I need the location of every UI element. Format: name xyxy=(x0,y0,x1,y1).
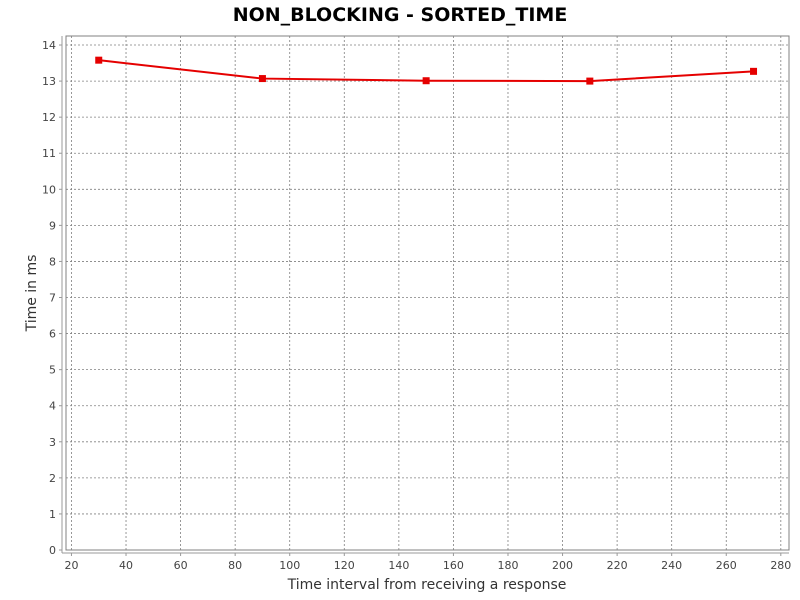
y-tick-label: 14 xyxy=(42,39,56,52)
x-tick-label: 180 xyxy=(497,559,518,572)
x-tick-label: 260 xyxy=(716,559,737,572)
y-tick-label: 9 xyxy=(49,219,56,232)
x-tick-label: 160 xyxy=(443,559,464,572)
y-tick-label: 3 xyxy=(49,436,56,449)
y-tick-label: 10 xyxy=(42,183,56,196)
y-tick-label: 7 xyxy=(49,292,56,305)
x-tick-label: 200 xyxy=(552,559,573,572)
data-point xyxy=(586,77,594,85)
x-tick-label: 20 xyxy=(64,559,78,572)
x-tick-label: 140 xyxy=(388,559,409,572)
x-tick-label: 220 xyxy=(607,559,628,572)
y-tick-label: 6 xyxy=(49,328,56,341)
y-tick-label: 4 xyxy=(49,400,56,413)
y-tick-label: 2 xyxy=(49,472,56,485)
x-tick-label: 40 xyxy=(119,559,133,572)
data-point xyxy=(422,77,430,85)
x-tick-label: 60 xyxy=(174,559,188,572)
x-tick-label: 120 xyxy=(334,559,355,572)
data-point xyxy=(95,56,103,64)
y-tick-label: 8 xyxy=(49,255,56,268)
x-axis-label: Time interval from receiving a response xyxy=(287,577,567,593)
x-axis: 20 40 60 80 100 120 140 160 180 200 220 240 260 280 xyxy=(62,552,791,572)
y-tick-label: 13 xyxy=(42,75,56,88)
y-tick-label: 0 xyxy=(49,544,56,557)
y-tick-label: 1 xyxy=(49,508,56,521)
x-tick-label: 240 xyxy=(661,559,682,572)
x-tick-label: 280 xyxy=(770,559,791,572)
y-tick-label: 5 xyxy=(49,364,56,377)
data-point xyxy=(258,75,266,83)
series-group xyxy=(95,56,758,85)
data-point xyxy=(750,67,758,75)
gridlines xyxy=(66,36,789,551)
x-tick-label: 80 xyxy=(228,559,242,572)
x-tick-label: 100 xyxy=(279,559,300,572)
y-tick-label: 11 xyxy=(42,147,56,160)
chart-title: NON_BLOCKING - SORTED_TIME xyxy=(233,4,568,26)
plot-area xyxy=(65,35,790,551)
y-axis-label: Time in ms xyxy=(24,255,40,333)
y-tick-label: 12 xyxy=(42,111,56,124)
